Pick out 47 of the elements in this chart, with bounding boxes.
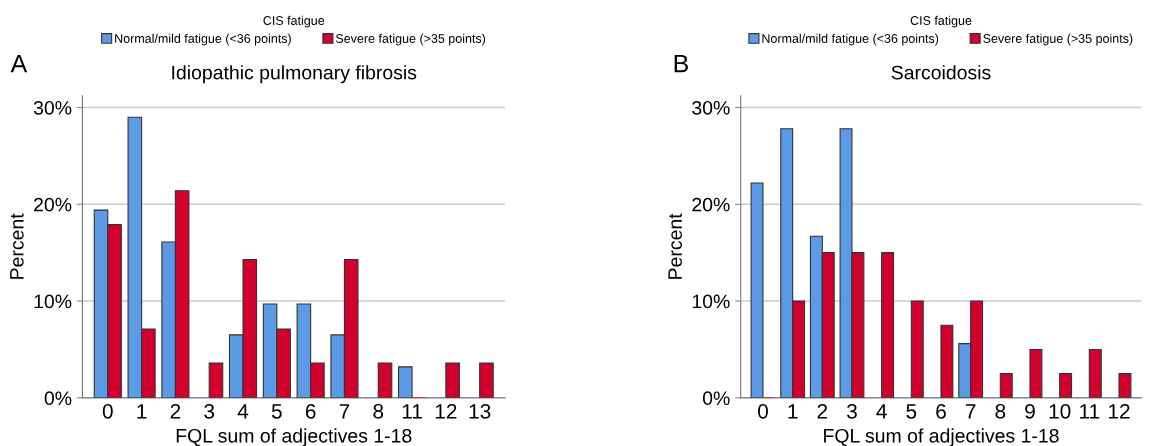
x-axis-title: FQL sum of adjectives 1-18 bbox=[824, 428, 1059, 446]
x-tick-label: 0 bbox=[102, 403, 113, 419]
x-tick-label: 8 bbox=[373, 403, 384, 419]
y-tick-label: 20% bbox=[692, 197, 730, 212]
x-tick-label: 3 bbox=[204, 403, 215, 419]
y-tick-label: 30% bbox=[692, 100, 730, 115]
x-tick-label: 11 bbox=[1080, 404, 1100, 419]
legend-label: Severe fatigue (>35 points) bbox=[983, 33, 1133, 46]
legend-title: CIS fatigue bbox=[910, 15, 972, 28]
x-tick-label: 1 bbox=[788, 404, 798, 419]
x-tick-label: 5 bbox=[906, 404, 917, 419]
x-tick-label: 11 bbox=[402, 404, 422, 419]
y-tick-label: 10% bbox=[34, 294, 72, 309]
y-tick-label: 30% bbox=[33, 100, 72, 115]
legend-label: Severe fatigue (>35 points) bbox=[335, 33, 486, 46]
x-tick-label: 10 bbox=[1049, 403, 1071, 419]
x-tick-label: 12 bbox=[435, 403, 457, 419]
x-axis-title: FQL sum of adjectives 1-18 bbox=[176, 428, 412, 446]
legend-title: CIS fatigue bbox=[263, 15, 325, 28]
x-tick-label: 8 bbox=[995, 403, 1006, 419]
y-axis-title: Percent bbox=[668, 213, 682, 279]
x-tick-label: 13 bbox=[469, 403, 491, 419]
legend-label: Normal/mild fatigue (<36 points) bbox=[762, 33, 939, 46]
chart-title: Sarcoidosis bbox=[891, 65, 991, 80]
text: A bbox=[10, 54, 28, 73]
chart-title: Idiopathic pulmonary fibrosis bbox=[172, 65, 417, 84]
y-tick-label: 0% bbox=[44, 391, 72, 406]
x-tick-label: 12 bbox=[1109, 403, 1130, 419]
legend-label: Normal/mild fatigue (<36 points) bbox=[115, 33, 291, 46]
y-tick-label: 0% bbox=[702, 391, 730, 406]
y-tick-label: 20% bbox=[34, 197, 72, 212]
x-tick-label: 0 bbox=[757, 403, 768, 419]
x-tick-label: 7 bbox=[339, 404, 350, 419]
x-tick-label: 2 bbox=[170, 403, 181, 419]
x-tick-label: 4 bbox=[876, 404, 887, 419]
y-tick-label: 10% bbox=[692, 294, 730, 309]
x-tick-label: 6 bbox=[305, 403, 316, 419]
x-tick-label: 7 bbox=[965, 404, 976, 419]
text: B bbox=[674, 54, 688, 73]
x-tick-label: 5 bbox=[271, 404, 282, 419]
x-tick-label: 4 bbox=[237, 404, 249, 419]
y-axis-title: Percent bbox=[10, 213, 24, 279]
x-tick-label: 9 bbox=[1025, 403, 1035, 419]
x-tick-label: 1 bbox=[137, 404, 147, 419]
x-tick-label: 6 bbox=[936, 403, 946, 419]
x-tick-label: 3 bbox=[846, 403, 857, 419]
x-tick-label: 2 bbox=[817, 403, 828, 419]
